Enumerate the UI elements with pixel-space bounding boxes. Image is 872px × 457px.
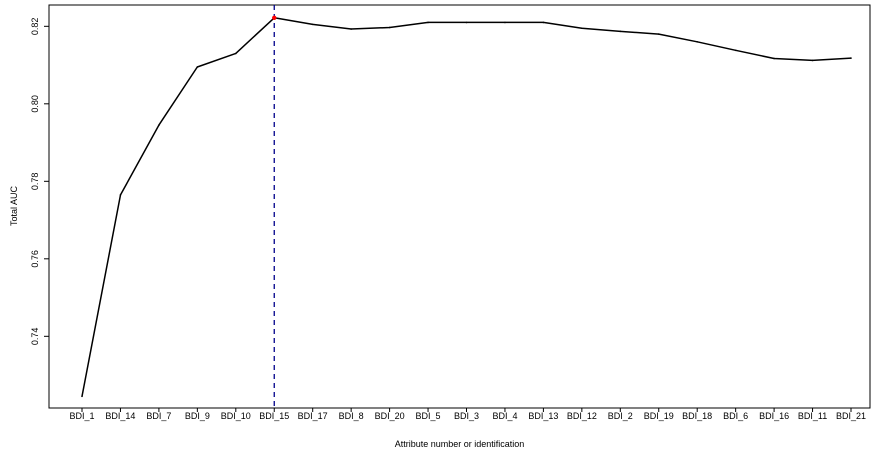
x-tick-label: BDI_3	[454, 411, 479, 421]
data-point	[119, 194, 122, 196]
y-tick-label: 0.82	[30, 18, 40, 36]
data-point	[581, 27, 583, 30]
x-tick-label: BDI_5	[416, 411, 441, 421]
x-tick-label: BDI_16	[759, 411, 789, 421]
x-tick-label: BDI_8	[339, 411, 364, 421]
y-tick-label: 0.78	[30, 173, 40, 191]
data-point	[850, 57, 852, 59]
data-point	[350, 28, 352, 30]
y-tick-label: 0.74	[30, 328, 40, 346]
series-layer	[81, 15, 852, 398]
plot-frame	[48, 4, 871, 409]
x-tick-label: BDI_18	[682, 411, 712, 421]
y-axis: 0.74 0.76 0.78 0.80 0.82	[30, 18, 49, 346]
x-tick-label: BDI_7	[146, 411, 171, 421]
data-point	[196, 66, 199, 68]
x-tick-label: BDI_1	[69, 411, 94, 421]
x-axis: BDI_1 BDI_14 BDI_7 BDI_9 BDI_10 BDI_15 BDI_17 B…	[69, 408, 866, 421]
highlight-point	[272, 15, 277, 20]
y-tick-label: 0.80	[30, 95, 40, 113]
x-tick-label: BDI_11	[798, 411, 827, 421]
x-tick-label: BDI_19	[644, 411, 674, 421]
data-point	[773, 57, 775, 60]
data-point	[696, 41, 698, 43]
x-tick-label: BDI_15	[259, 411, 289, 421]
x-tick-label: BDI_14	[105, 411, 135, 421]
data-point	[465, 21, 468, 24]
x-tick-label: BDI_4	[492, 411, 517, 421]
data-point	[235, 52, 237, 55]
data-point	[542, 21, 545, 24]
data-point	[657, 33, 660, 35]
data-point	[158, 124, 160, 126]
x-tick-label: BDI_13	[528, 411, 558, 421]
data-point	[619, 30, 622, 33]
data-point	[388, 26, 391, 29]
data-point	[734, 49, 737, 52]
x-tick-label: BDI_17	[298, 411, 328, 421]
data-point	[81, 395, 83, 398]
x-tick-label: BDI_21	[836, 411, 866, 421]
y-tick-label: 0.76	[30, 250, 40, 268]
x-axis-label: Attribute number or identification	[395, 439, 525, 449]
data-point	[504, 21, 506, 24]
x-tick-label: BDI_12	[567, 411, 597, 421]
x-tick-label: BDI_10	[221, 411, 251, 421]
data-point	[427, 21, 429, 24]
x-tick-label: BDI_9	[185, 411, 210, 421]
x-tick-label: BDI_20	[375, 411, 405, 421]
y-axis-label: Total AUC	[9, 185, 19, 226]
series-line	[81, 17, 852, 397]
x-tick-label: BDI_6	[723, 411, 748, 421]
data-point	[811, 59, 814, 62]
x-tick-label: BDI_2	[608, 411, 633, 421]
data-point	[311, 23, 314, 26]
